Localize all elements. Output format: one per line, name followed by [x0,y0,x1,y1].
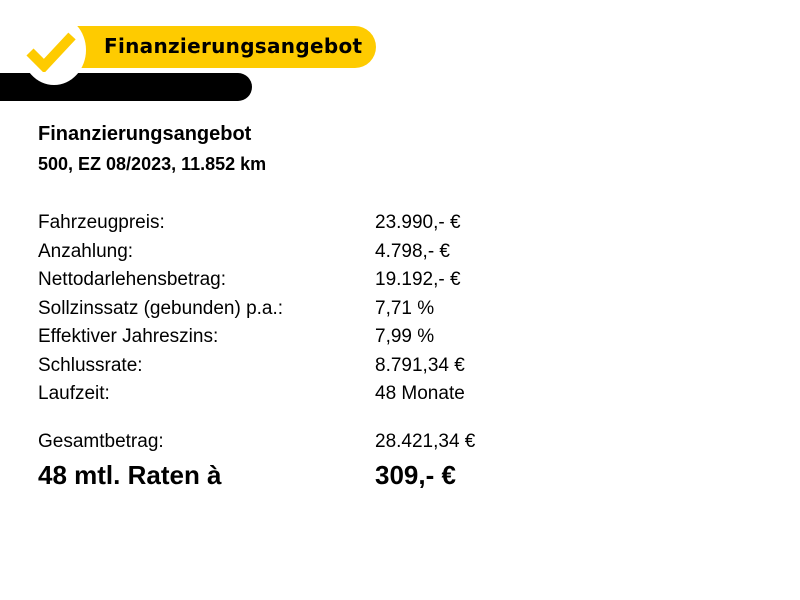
detail-row: Laufzeit: 48 Monate [38,380,465,409]
row-label: Sollzinssatz (gebunden) p.a.: [38,297,284,319]
row-value: 7,99 % [375,326,435,347]
header-badge [70,26,376,68]
row-value: 4.798,- € [375,240,450,262]
detail-row: Effektiver Jahreszins: 7,99 % [38,323,465,352]
detail-row: Fahrzeugpreis: 23.990,- € [38,209,465,238]
checkmark-icon [26,32,76,72]
row-value: 7,71 % [375,297,435,319]
total-label: Gesamtbetrag: [38,431,164,452]
row-label: Schlussrate: [38,354,143,376]
vehicle-subtitle: 500, EZ 08/2023, 11.852 km [38,154,267,174]
rate-value: 309,- € [375,459,456,490]
rate-label: 48 mtl. Raten à [38,459,222,490]
summary: Gesamtbetrag: 28.421,34 € 48 mtl. Raten à… [38,428,475,490]
row-value: 19.192,- € [375,269,461,290]
row-label: Effektiver Jahreszins: [38,326,219,347]
financing-details: Fahrzeugpreis: 23.990,- € Anzahlung: 4.798… [38,209,465,409]
detail-row: Schlussrate: 8.791,34 € [38,352,465,381]
page-title: Finanzierungsangebot [38,123,252,145]
rate-row: 48 mtl. Raten à 309,- € [38,457,475,490]
detail-row: Sollzinssatz (gebunden) p.a.: 7,71 % [38,295,465,324]
row-value: 8.791,34 € [375,354,465,376]
detail-row: Nettodarlehensbetrag: 19.192,- € [38,266,465,295]
badge-label: Finanzierungsangebot [104,34,363,58]
row-label: Fahrzeugpreis: [38,212,165,233]
row-value: 23.990,- € [375,212,461,233]
row-label: Laufzeit: [38,383,110,404]
detail-row: Anzahlung: 4.798,- € [38,238,465,267]
row-value: 48 Monate [375,383,465,404]
total-value: 28.421,34 € [375,431,476,452]
total-row: Gesamtbetrag: 28.421,34 € [38,428,475,457]
row-label: Nettodarlehensbetrag: [38,269,227,290]
row-label: Anzahlung: [38,240,134,262]
